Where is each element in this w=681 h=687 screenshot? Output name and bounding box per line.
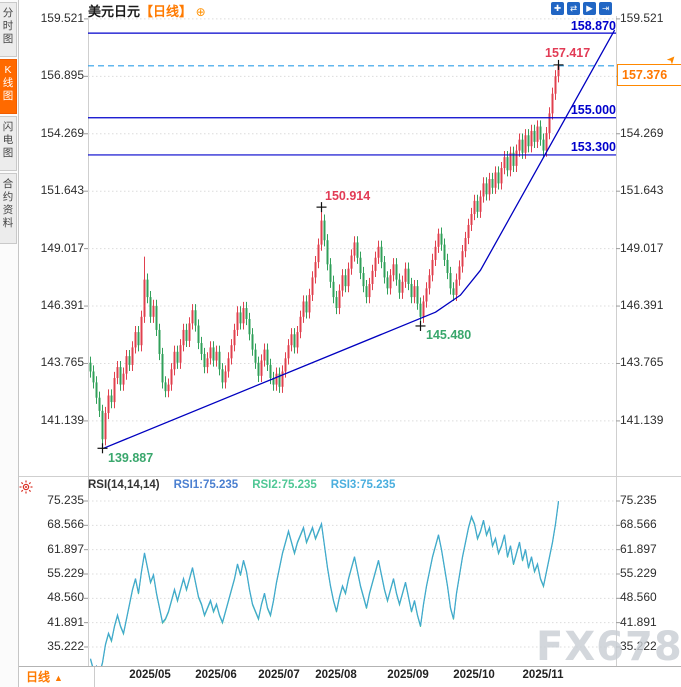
expand-icon[interactable]: ⊕ (195, 5, 206, 19)
date-axis-label: 2025/07 (258, 669, 300, 681)
level-label-153300: 153.300 (570, 140, 616, 154)
price-axis-label-right: 154.269 (620, 126, 664, 140)
date-axis-label: 2025/05 (129, 669, 171, 681)
price-axis-label-right: 151.643 (620, 183, 664, 197)
period-up-arrow-icon: ▲ (54, 673, 63, 683)
price-axis-label-right: 143.765 (620, 355, 664, 369)
rsi-axis-label-right: 55.229 (620, 566, 657, 580)
price-axis-label-right: 141.139 (620, 413, 664, 427)
rsi-axis-label-left: 41.891 (47, 615, 84, 629)
date-axis-label: 2025/11 (522, 669, 564, 681)
pan-right-icon[interactable]: ⇥ (599, 2, 612, 15)
price-axis-label-right: 146.391 (620, 298, 664, 312)
chart-toolbar: ✚ ⇄ ▶ ⇥ (551, 2, 612, 15)
bottom-axis-bar: 日线 ▲ (18, 666, 681, 687)
sidebar-tab-timeline-chart[interactable]: 分时图 (0, 2, 17, 57)
price-axis-label-right: 159.521 (620, 11, 664, 25)
current-price-box: 157.376 (617, 64, 681, 86)
price-axis-label-right: 149.017 (620, 241, 664, 255)
price-axis-label-left: 143.765 (40, 355, 84, 369)
price-annotation: 150.914 (325, 189, 371, 203)
rsi-axis-label-left: 48.560 (47, 590, 84, 604)
rsi-axis-label-right: 48.560 (620, 590, 657, 604)
price-axis-label-left: 149.017 (40, 241, 84, 255)
period-selector-label: 日线 (26, 670, 51, 684)
zoom-horizontal-icon[interactable]: ⇄ (567, 2, 580, 15)
date-axis-label: 2025/09 (387, 669, 429, 681)
date-axis-label: 2025/08 (315, 669, 357, 681)
rsi-axis-label-left: 55.229 (47, 566, 84, 580)
rsi2-value: RSI2:75.235 (252, 479, 317, 491)
price-annotation: 145.480 (426, 328, 472, 342)
rsi-axis-label-right: 61.897 (620, 542, 657, 556)
rsi-indicator-title: RSI(14,14,14) (88, 479, 160, 491)
chart-title: 美元日元【日线】 ⊕ (88, 1, 206, 20)
period-selector[interactable]: 日线 ▲ (18, 667, 95, 687)
rsi-settings-icon[interactable] (19, 480, 33, 494)
rsi3-value: RSI3:75.235 (330, 479, 396, 491)
price-axis-label-left: 156.895 (40, 68, 84, 82)
date-axis-label: 2025/06 (195, 669, 237, 681)
rsi-axis-label-right: 75.235 (620, 493, 657, 507)
rsi-axis-label-left: 61.897 (47, 542, 84, 556)
price-axis-label-left: 141.139 (40, 413, 84, 427)
rsi-axis-label-right: 41.891 (620, 615, 657, 629)
level-label-155000: 155.000 (570, 103, 616, 117)
crosshair-move-icon[interactable]: ✚ (551, 2, 564, 15)
sidebar-tab-candlestick-chart[interactable]: K线图 (0, 59, 17, 114)
date-axis-label: 2025/10 (453, 669, 495, 681)
rsi-axis-label-left: 35.222 (47, 639, 84, 653)
price-axis-label-left: 159.521 (40, 11, 84, 25)
sidebar-tab-contract-info[interactable]: 合约资料 (0, 173, 17, 244)
rsi-axis-label-left: 75.235 (47, 493, 84, 507)
sidebar-tab-lightning-chart[interactable]: 闪电图 (0, 116, 17, 171)
price-axis-label-left: 154.269 (40, 126, 84, 140)
rsi-legend: RSI(14,14,14) RSI1:75.235 RSI2:75.235 RS… (88, 479, 395, 491)
price-axis-label-left: 151.643 (40, 183, 84, 197)
rsi-axis-label-left: 68.566 (47, 517, 84, 531)
playback-icon[interactable]: ▶ (583, 2, 596, 15)
symbol-name: 美元日元 (88, 4, 141, 19)
price-annotation: 157.417 (545, 46, 591, 60)
price-axis-label-left: 146.391 (40, 298, 84, 312)
rsi1-value: RSI1:75.235 (173, 479, 239, 491)
fx678-watermark: FX678 (536, 624, 681, 670)
chart-type-sidebar: 分时图 K线图 闪电图 合约资料 (0, 0, 19, 687)
level-label-158870: 158.870 (570, 19, 616, 33)
rsi-axis-label-right: 68.566 (620, 517, 657, 531)
period-tag: 【日线】 (140, 4, 193, 19)
price-annotation: 139.887 (108, 451, 154, 465)
rsi-axis-label-right: 35.222 (620, 639, 657, 653)
